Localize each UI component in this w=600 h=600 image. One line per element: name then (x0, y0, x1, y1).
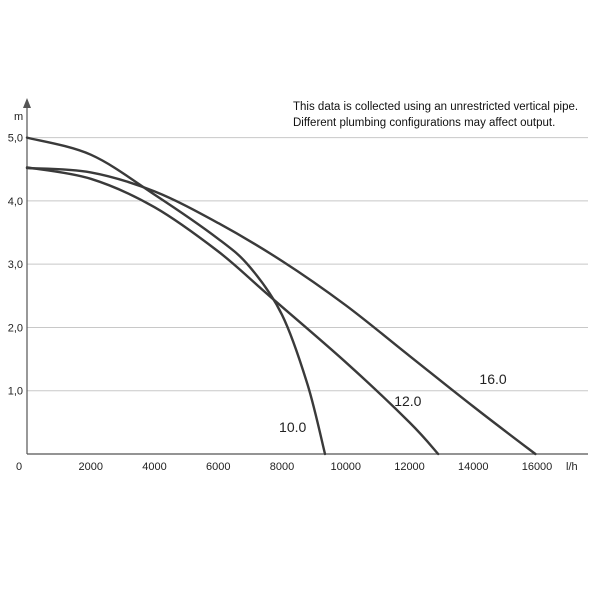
y-tick-label-3: 4,0 (8, 196, 23, 208)
x-tick-label-1: 2000 (79, 461, 103, 473)
x-tick-label-0: 0 (16, 461, 22, 473)
y-axis-arrow (23, 98, 31, 108)
x-tick-label-7: 14000 (458, 461, 489, 473)
y-tick-label-1: 2,0 (8, 322, 23, 334)
series-line-10.0 (25, 136, 327, 456)
series-line-16.0 (25, 166, 537, 456)
axes (23, 98, 588, 455)
labels: 1,0 2,0 3,0 4,0 5,0 0 2000 4000 6000 8000 10000 120… (8, 111, 578, 473)
y-tick-label-2: 3,0 (8, 259, 23, 271)
series-label-16.0: 16.0 (479, 371, 506, 387)
x-tick-label-3: 6000 (206, 461, 230, 473)
y-tick-label-4: 5,0 (8, 133, 23, 145)
note-line-2: Different plumbing configurations may af… (293, 117, 556, 129)
y-tick-label-0: 1,0 (8, 386, 23, 398)
x-tick-label-8: 16000 (522, 461, 553, 473)
series-label-10.0: 10.0 (279, 419, 306, 435)
x-tick-label-4: 8000 (270, 461, 294, 473)
series (25, 136, 537, 456)
grid (27, 137, 588, 392)
x-tick-label-5: 10000 (330, 461, 361, 473)
x-tick-label-6: 12000 (394, 461, 425, 473)
chart-note: This data is collected using an unrestri… (293, 99, 578, 131)
x-tick-label-2: 4000 (142, 461, 166, 473)
series-label-12.0: 12.0 (394, 393, 421, 409)
y-axis-label: m (14, 111, 23, 123)
x-axis-label: l/h (566, 461, 578, 473)
series-line-12.0 (25, 166, 440, 456)
note-line-1: This data is collected using an unrestri… (293, 101, 579, 113)
